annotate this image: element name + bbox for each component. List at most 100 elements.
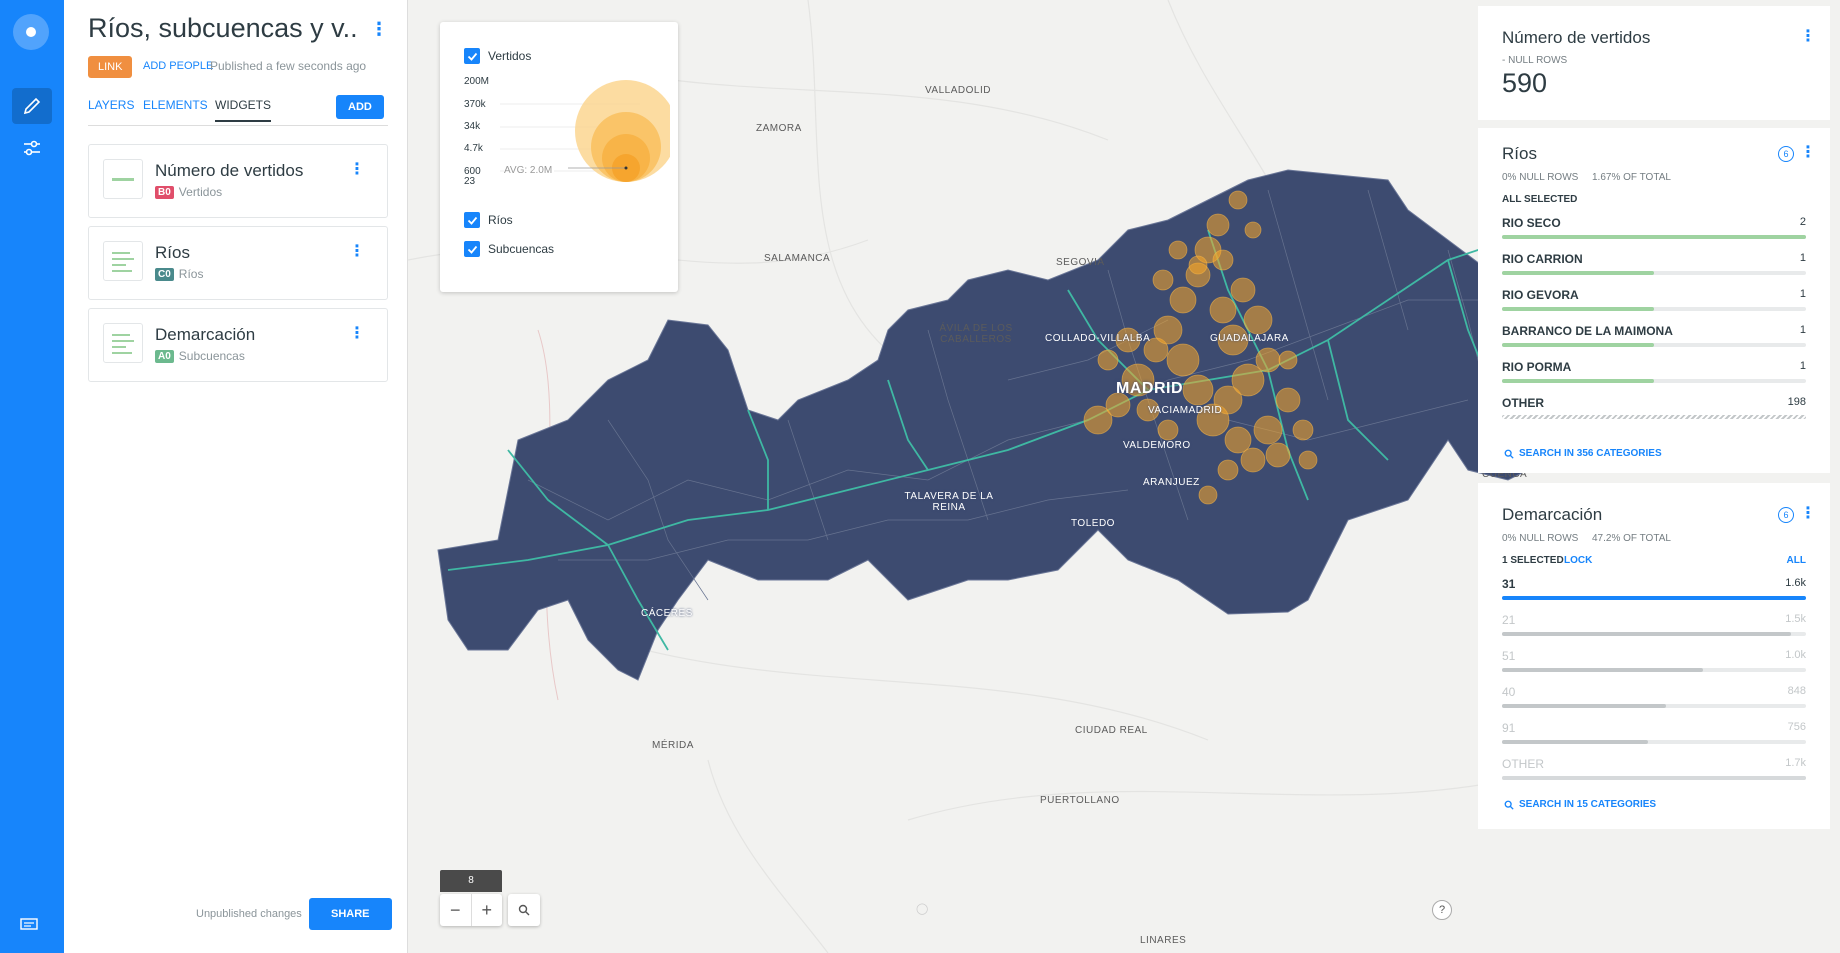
- checkbox-icon[interactable]: [464, 241, 480, 257]
- zoom-out-button[interactable]: −: [449, 899, 461, 920]
- legend-layer-vertidos[interactable]: Vertidos: [464, 48, 531, 64]
- lock-icon[interactable]: 6: [1778, 146, 1794, 162]
- category-bar-track: [1502, 668, 1806, 672]
- category-row[interactable]: OTHER 1.7k: [1502, 757, 1806, 780]
- legend-layer-label: Subcuencas: [488, 242, 555, 256]
- category-value: 2: [1799, 216, 1806, 228]
- widget-title: Ríos: [1502, 144, 1537, 163]
- widget-of-total: 47.2% OF TOTAL: [1592, 533, 1671, 544]
- category-name: RIO PORMA: [1502, 360, 1572, 374]
- legend-scale-label: 23: [464, 176, 476, 187]
- category-bar-fill: [1502, 668, 1703, 672]
- category-value: 848: [1787, 685, 1806, 697]
- help-button[interactable]: ?: [1432, 900, 1452, 920]
- app-nav: [0, 0, 64, 953]
- category-row[interactable]: RIO GEVORA 1: [1502, 288, 1806, 311]
- search-link-label: SEARCH IN 356 CATEGORIES: [1519, 448, 1662, 459]
- category-widget-thumb: [103, 323, 143, 363]
- widget-card-source: Subcuencas: [178, 349, 245, 363]
- category-bar-fill: [1502, 776, 1806, 780]
- category-row[interactable]: RIO SECO 2: [1502, 216, 1806, 239]
- widget-card-demarcacion[interactable]: Demarcación A0 Subcuencas ⋮: [88, 308, 388, 382]
- category-value: 1.6k: [1785, 577, 1806, 589]
- category-row[interactable]: 40 848: [1502, 685, 1806, 708]
- pencil-icon: [23, 97, 41, 115]
- map-search-button[interactable]: [508, 894, 540, 926]
- legend-layer-label: Ríos: [488, 213, 513, 227]
- search-categories-link[interactable]: SEARCH IN 356 CATEGORIES: [1504, 448, 1662, 459]
- tab-widgets[interactable]: WIDGETS: [215, 98, 271, 122]
- city-label: PUERTOLLANO: [1040, 795, 1120, 806]
- map-legend: Vertidos 200M 370k 34k 4.7k 600 23 AVG: …: [440, 22, 678, 292]
- category-value: 198: [1787, 396, 1806, 408]
- map-title[interactable]: Ríos, subcuencas y v...: [88, 13, 358, 43]
- widget-options-icon[interactable]: ⋮: [1800, 505, 1816, 522]
- widget-card-numero-vertidos[interactable]: Número de vertidos B0 Vertidos ⋮: [88, 144, 388, 218]
- category-row[interactable]: BARRANCO DE LA MAIMONA 1: [1502, 324, 1806, 347]
- select-all-link[interactable]: ALL: [1786, 555, 1806, 566]
- category-row[interactable]: 51 1.0k: [1502, 649, 1806, 672]
- category-row[interactable]: RIO PORMA 1: [1502, 360, 1806, 383]
- category-name: RIO GEVORA: [1502, 288, 1579, 302]
- category-bar-track: [1502, 776, 1806, 780]
- zoom-level: 8: [440, 870, 502, 892]
- city-label: TALAVERA DE LA REINA: [904, 491, 994, 513]
- category-row[interactable]: RIO CARRION 1: [1502, 252, 1806, 275]
- category-bar-fill: [1502, 632, 1791, 636]
- widget-card-rios[interactable]: Ríos C0 Ríos ⋮: [88, 226, 388, 300]
- widget-value: 590: [1502, 68, 1548, 98]
- layer-tag: B0: [155, 185, 174, 199]
- title-options-icon[interactable]: ⋮: [370, 19, 388, 39]
- widget-options-icon[interactable]: ⋮: [349, 325, 365, 342]
- tab-elements[interactable]: ELEMENTS: [143, 98, 208, 112]
- edit-nav-button[interactable]: [12, 88, 52, 124]
- checkbox-icon[interactable]: [464, 212, 480, 228]
- lock-icon[interactable]: 6: [1778, 507, 1794, 523]
- city-label: COLLADO-VILLALBA: [1045, 333, 1151, 344]
- search-categories-link[interactable]: SEARCH IN 15 CATEGORIES: [1504, 799, 1656, 810]
- tab-layers[interactable]: LAYERS: [88, 98, 135, 112]
- city-label: CIUDAD REAL: [1075, 725, 1148, 736]
- widget-options-icon[interactable]: ⋮: [349, 161, 365, 178]
- category-bar-fill: [1502, 271, 1654, 275]
- widget-card-title: Número de vertidos: [155, 161, 304, 180]
- category-name: 40: [1502, 685, 1516, 699]
- category-name: 51: [1502, 649, 1516, 663]
- category-name: OTHER: [1502, 757, 1544, 771]
- widget-of-total: 1.67% OF TOTAL: [1592, 172, 1671, 183]
- city-label: GUADALAJARA: [1210, 333, 1289, 344]
- city-label: CUENCA: [1482, 469, 1528, 480]
- zoom-in-button[interactable]: +: [470, 894, 503, 926]
- widget-card-title: Demarcación: [155, 325, 256, 344]
- add-people-link[interactable]: ADD PEOPLE: [143, 60, 214, 72]
- checkbox-icon[interactable]: [464, 48, 480, 64]
- share-button[interactable]: SHARE: [309, 898, 392, 930]
- lock-selection-link[interactable]: LOCK: [1564, 555, 1593, 566]
- legend-scale-label: 370k: [464, 99, 486, 110]
- settings-nav-button[interactable]: [12, 130, 52, 166]
- category-row[interactable]: OTHER 198: [1502, 396, 1806, 419]
- category-row[interactable]: 31 1.6k: [1502, 577, 1806, 600]
- search-icon: [1504, 800, 1514, 810]
- widget-options-icon[interactable]: ⋮: [1800, 28, 1816, 45]
- legend-avg-label: AVG: 2.0M: [504, 165, 555, 176]
- category-bar-fill: [1502, 235, 1806, 239]
- category-row[interactable]: 21 1.5k: [1502, 613, 1806, 636]
- widget-options-icon[interactable]: ⋮: [349, 243, 365, 260]
- link-button[interactable]: LINK: [88, 56, 133, 78]
- category-row[interactable]: 91 756: [1502, 721, 1806, 744]
- widget-options-icon[interactable]: ⋮: [1800, 144, 1816, 161]
- legend-scale-label: 4.7k: [464, 143, 483, 154]
- add-widget-button[interactable]: ADD: [336, 95, 384, 119]
- legend-layer-subcuencas[interactable]: Subcuencas: [464, 241, 554, 257]
- widget-card-title: Ríos: [155, 243, 190, 262]
- widget-card-source: Vertidos: [178, 185, 223, 199]
- city-label: LINARES: [1140, 935, 1187, 946]
- chat-icon[interactable]: [20, 918, 38, 932]
- legend-layer-rios[interactable]: Ríos: [464, 212, 513, 228]
- category-name: RIO CARRION: [1502, 252, 1583, 266]
- carto-logo[interactable]: [13, 14, 49, 50]
- map-basemap: [408, 0, 1549, 953]
- category-name: 91: [1502, 721, 1516, 735]
- category-name: 31: [1502, 577, 1516, 591]
